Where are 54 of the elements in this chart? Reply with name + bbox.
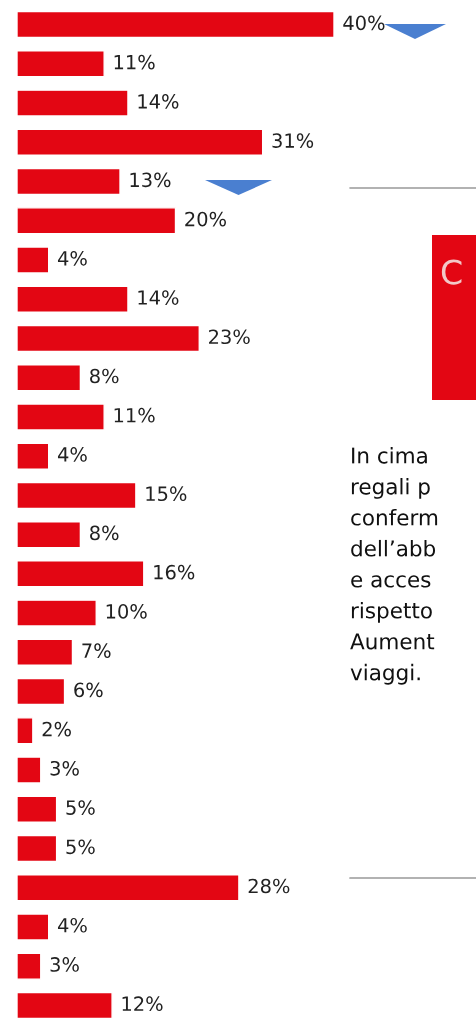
bar bbox=[17, 167, 121, 196]
bar bbox=[17, 10, 334, 39]
bar bbox=[17, 403, 105, 431]
bar bbox=[17, 324, 200, 353]
data-label: 6% bbox=[74, 682, 103, 698]
data-label: 28% bbox=[248, 878, 290, 894]
data-label: 4% bbox=[57, 447, 87, 462]
bar bbox=[17, 599, 97, 627]
bar bbox=[17, 913, 50, 941]
bar bbox=[17, 442, 50, 470]
bar bbox=[17, 207, 177, 235]
text: C bbox=[441, 259, 462, 285]
data-label: 16% bbox=[154, 564, 195, 580]
data-label: 10% bbox=[106, 604, 147, 619]
data-label: 5% bbox=[66, 839, 95, 855]
data-label: 4% bbox=[57, 250, 87, 266]
data-label: 14% bbox=[138, 94, 179, 109]
bar bbox=[17, 285, 129, 313]
bar bbox=[17, 874, 240, 902]
bar bbox=[17, 50, 105, 78]
bar bbox=[17, 520, 82, 549]
bar bbox=[17, 128, 264, 156]
bar bbox=[17, 677, 66, 706]
bar bbox=[17, 638, 74, 666]
data-label: 23% bbox=[209, 329, 250, 345]
bar bbox=[17, 834, 58, 863]
data-label: 3% bbox=[50, 760, 79, 776]
data-label: 5% bbox=[66, 800, 95, 815]
data-label: 11% bbox=[114, 54, 155, 70]
bar bbox=[17, 246, 50, 274]
text: In cima regali p conferm dell’abb e acces rispetto Aument viaggi. bbox=[350, 447, 438, 685]
data-label: 11% bbox=[114, 407, 155, 423]
data-label: 14% bbox=[138, 290, 179, 305]
data-label: 31% bbox=[272, 133, 314, 148]
data-label: 4% bbox=[57, 917, 87, 933]
bar bbox=[17, 795, 58, 823]
data-label: 8% bbox=[90, 368, 119, 384]
data-label: 12% bbox=[122, 996, 163, 1012]
bar bbox=[17, 756, 42, 784]
bar bbox=[17, 481, 137, 510]
bar bbox=[17, 717, 34, 745]
data-label: 20% bbox=[185, 211, 226, 227]
bar bbox=[17, 89, 129, 117]
data-label: 13% bbox=[130, 172, 171, 188]
data-label: 8% bbox=[90, 525, 119, 541]
data-label: 40% bbox=[343, 15, 385, 31]
bar bbox=[17, 991, 113, 1020]
data-label: 7% bbox=[82, 643, 111, 658]
bar bbox=[17, 952, 42, 980]
data-label: 3% bbox=[50, 957, 79, 972]
data-label: 2% bbox=[42, 721, 71, 737]
bar bbox=[17, 560, 145, 588]
data-label: 15% bbox=[146, 486, 187, 502]
bar bbox=[17, 364, 82, 392]
